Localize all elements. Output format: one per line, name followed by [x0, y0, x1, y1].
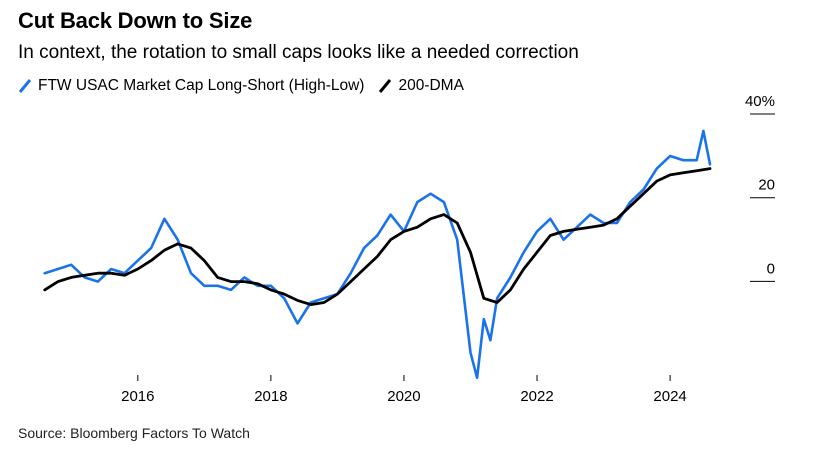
- legend-blue-line-icon: [18, 79, 32, 93]
- x-tick-label: 2024: [653, 388, 686, 405]
- chart-title: Cut Back Down to Size: [18, 8, 253, 33]
- source-note: Source: Bloomberg Factors To Watch: [18, 425, 250, 441]
- y-tick-label: 0: [767, 260, 775, 277]
- x-tick-label: 2020: [387, 388, 420, 405]
- series-line-200-dma: [43, 167, 712, 307]
- y-tick-label: 20: [758, 177, 775, 194]
- legend-item-200-dma: 200-DMA: [378, 77, 464, 95]
- x-tick-label: 2018: [254, 388, 287, 405]
- line-chart: 0 20 40% 2016 2018 2020 2022 2024: [43, 93, 775, 405]
- legend-label-200-dma: 200-DMA: [398, 77, 464, 94]
- y-tick-label: 40%: [745, 93, 775, 110]
- legend-label-ftw-series: FTW USAC Market Cap Long-Short (High-Low…: [38, 77, 365, 94]
- x-tick-label: 2022: [520, 388, 553, 405]
- x-tick-label: 2016: [121, 388, 154, 405]
- legend: FTW USAC Market Cap Long-Short (High-Low…: [18, 77, 478, 95]
- chart-subtitle: In context, the rotation to small caps l…: [18, 42, 579, 63]
- legend-black-line-icon: [379, 79, 392, 93]
- legend-item-ftw-series: FTW USAC Market Cap Long-Short (High-Low…: [18, 77, 364, 95]
